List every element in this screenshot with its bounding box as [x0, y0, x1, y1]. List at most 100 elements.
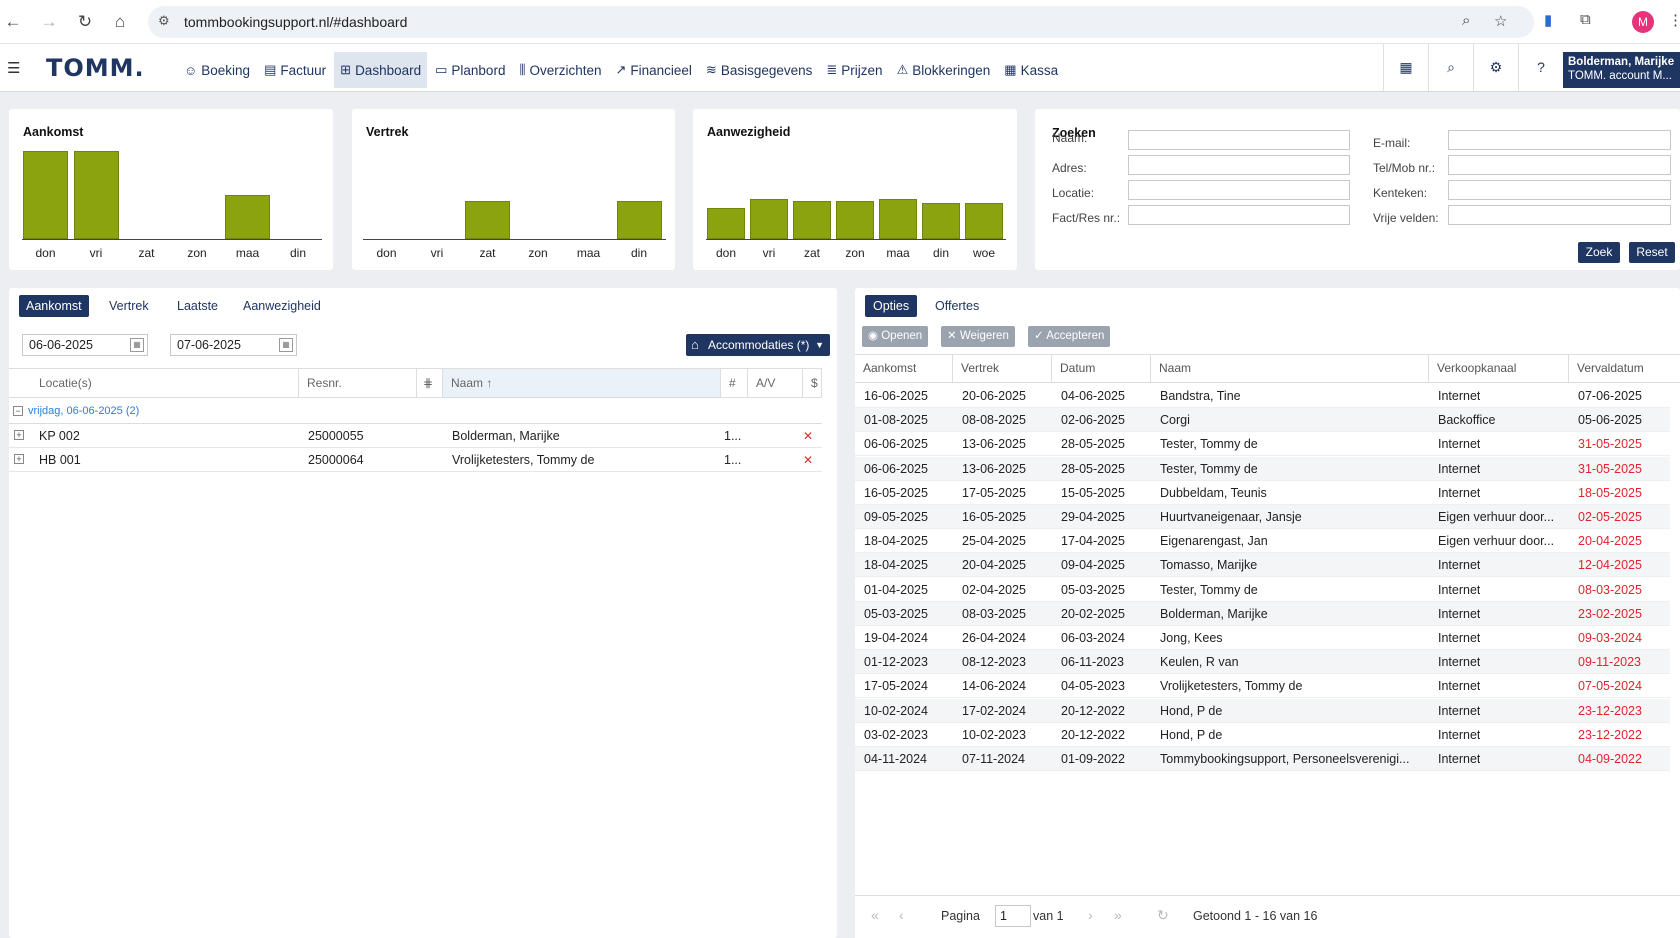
- calendar-picker-icon[interactable]: ▦: [130, 338, 144, 352]
- calendar-tool-icon[interactable]: ▦: [1383, 44, 1428, 91]
- chart-bar-din[interactable]: [922, 203, 960, 239]
- search-tool-icon[interactable]: ⌕: [1428, 44, 1473, 91]
- accept-button[interactable]: ✓ Accepteren: [1028, 326, 1111, 347]
- menu-item-boeking[interactable]: ☺ Boeking: [178, 52, 256, 88]
- table-row[interactable]: 01-12-2023 08-12-2023 06-11-2023 Keulen, R …: [855, 650, 1670, 675]
- column-header[interactable]: Aankomst: [855, 355, 953, 382]
- table-row[interactable]: 06-06-2025 13-06-2025 28-05-2025 Tester, To…: [855, 432, 1670, 457]
- profile-avatar[interactable]: M: [1632, 11, 1654, 33]
- hamburger-menu-icon[interactable]: ☰: [7, 60, 21, 77]
- search-input-factresnr[interactable]: [1128, 205, 1350, 225]
- chart-bar-maa[interactable]: [225, 195, 270, 239]
- expand-icon[interactable]: +: [14, 454, 24, 464]
- table-row[interactable]: 16-05-2025 17-05-2025 15-05-2025 Dubbeldam,…: [855, 481, 1670, 505]
- user-account-box[interactable]: Bolderman, Marijke TOMM. account M...: [1563, 52, 1680, 88]
- column-header[interactable]: Locatie(s): [9, 369, 299, 397]
- reset-button[interactable]: Reset: [1629, 242, 1675, 263]
- column-header[interactable]: Naam: [1151, 355, 1429, 382]
- app-logo[interactable]: TOMM.: [46, 54, 145, 82]
- column-header[interactable]: #: [721, 369, 748, 397]
- calendar-picker-icon[interactable]: ▦: [279, 338, 293, 352]
- tab-laatste[interactable]: Laatste: [177, 299, 219, 313]
- tab-vertrek[interactable]: Vertrek: [109, 299, 149, 313]
- browser-menu-icon[interactable]: ⋮: [1668, 12, 1680, 29]
- column-header[interactable]: Verkoopkanaal: [1429, 355, 1569, 382]
- column-header[interactable]: Naam ↑: [443, 369, 721, 397]
- chart-bar-maa[interactable]: [879, 199, 917, 239]
- chart-bar-zat[interactable]: [465, 201, 510, 239]
- chart-bar-zon[interactable]: [836, 201, 874, 239]
- search-input-adres[interactable]: [1128, 155, 1350, 175]
- date-to-input[interactable]: 07-06-2025 ▦: [170, 334, 297, 356]
- zoom-icon[interactable]: ⌕: [1462, 12, 1471, 29]
- column-header[interactable]: Vertrek: [953, 355, 1052, 382]
- table-row[interactable]: 18-04-2025 25-04-2025 17-04-2025 Eigenareng…: [855, 529, 1670, 554]
- prev-page-icon[interactable]: ‹: [899, 907, 904, 923]
- search-input-naam[interactable]: [1128, 130, 1350, 150]
- refresh-icon[interactable]: ↻: [1157, 907, 1169, 923]
- table-row[interactable]: 18-04-2025 20-04-2025 09-04-2025 Tomasso, M…: [855, 553, 1670, 578]
- extensions-icon[interactable]: ⧉: [1580, 11, 1591, 28]
- tab-aankomst[interactable]: Aankomst: [19, 295, 89, 317]
- delete-icon[interactable]: ✕: [803, 429, 814, 443]
- next-page-icon[interactable]: ›: [1088, 907, 1093, 923]
- column-header[interactable]: ⋕: [417, 369, 443, 397]
- address-bar[interactable]: ⚙ tommbookingsupport.nl/#dashboard ⌕ ☆: [148, 6, 1534, 38]
- chart-bar-don[interactable]: [23, 151, 68, 239]
- table-row[interactable]: 16-06-2025 20-06-2025 04-06-2025 Bandstra, …: [855, 384, 1670, 408]
- table-row[interactable]: 03-02-2023 10-02-2023 20-12-2022 Hond, P de…: [855, 723, 1670, 747]
- reject-button[interactable]: ✕ Weigeren: [941, 326, 1015, 347]
- chart-bar-vri[interactable]: [73, 151, 119, 239]
- last-page-icon[interactable]: »: [1114, 907, 1122, 923]
- menu-item-financieel[interactable]: ↗ Financieel: [609, 52, 697, 88]
- help-icon[interactable]: ?: [1518, 44, 1563, 91]
- column-header[interactable]: Vervaldatum: [1577, 361, 1644, 375]
- tab-opties[interactable]: Opties: [865, 295, 918, 317]
- bookmark-star-icon[interactable]: ☆: [1494, 13, 1508, 30]
- extension-doc-icon[interactable]: ▮: [1544, 12, 1553, 29]
- back-icon[interactable]: ←: [4, 12, 22, 31]
- chart-bar-vri[interactable]: [750, 199, 788, 239]
- table-row[interactable]: 17-05-2024 14-06-2024 04-05-2023 Vrolijkete…: [855, 674, 1670, 699]
- page-number-input[interactable]: 1: [995, 905, 1031, 927]
- table-row[interactable]: 09-05-2025 16-05-2025 29-04-2025 Huurtvanei…: [855, 505, 1670, 529]
- expand-icon[interactable]: +: [14, 430, 24, 440]
- table-row[interactable]: 04-11-2024 07-11-2024 01-09-2022 Tommybooki…: [855, 747, 1670, 771]
- open-button[interactable]: ◉ Openen: [862, 326, 929, 347]
- date-from-input[interactable]: 06-06-2025 ▦: [22, 334, 148, 356]
- search-input-locatie[interactable]: [1128, 180, 1350, 200]
- menu-item-blokkeringen[interactable]: ⚠ Blokkeringen: [891, 52, 997, 88]
- reload-icon[interactable]: ↻: [77, 12, 93, 31]
- search-button[interactable]: Zoek: [1578, 242, 1620, 263]
- home-icon[interactable]: ⌂: [114, 12, 126, 31]
- menu-item-basisgegevens[interactable]: ≋ Basisgegevens: [700, 52, 818, 88]
- menu-item-planbord[interactable]: ▭ Planbord: [429, 52, 511, 88]
- accommodation-filter-button[interactable]: ⌂ Accommodaties (*) ▼: [686, 334, 830, 356]
- chart-bar-don[interactable]: [707, 207, 745, 239]
- menu-item-dashboard[interactable]: ⊞ Dashboard: [334, 52, 428, 88]
- table-row[interactable]: + HB 001 25000064 Vrolijketesters, Tommy de…: [9, 448, 822, 472]
- forward-icon[interactable]: →: [40, 12, 58, 31]
- table-row[interactable]: 10-02-2024 17-02-2024 20-12-2022 Hond, P de…: [855, 698, 1670, 723]
- chart-bar-din[interactable]: [616, 201, 662, 239]
- search-input-vrijevelden[interactable]: [1448, 205, 1671, 225]
- column-header[interactable]: $: [803, 369, 822, 397]
- delete-icon[interactable]: ✕: [803, 453, 814, 467]
- table-row[interactable]: 01-08-2025 08-08-2025 02-06-2025 Corgi Backo…: [855, 408, 1670, 433]
- chart-bar-zat[interactable]: [793, 201, 831, 239]
- first-page-icon[interactable]: «: [871, 907, 879, 923]
- menu-item-prijzen[interactable]: ≣ Prijzen: [820, 52, 888, 88]
- collapse-icon[interactable]: −: [13, 406, 23, 416]
- menu-item-kassa[interactable]: ▦ Kassa: [998, 52, 1064, 88]
- column-header[interactable]: Resnr.: [299, 369, 417, 397]
- table-row[interactable]: 01-04-2025 02-04-2025 05-03-2025 Tester, To…: [855, 578, 1670, 602]
- column-header[interactable]: A/V: [748, 369, 803, 397]
- tab-offertes[interactable]: Offertes: [935, 299, 980, 313]
- column-header[interactable]: Datum: [1052, 355, 1151, 382]
- table-row[interactable]: + KP 002 25000055 Bolderman, Marijke 1... ✕: [9, 424, 822, 448]
- chart-bar-woe[interactable]: [965, 203, 1003, 239]
- settings-gear-icon[interactable]: ⚙: [1473, 44, 1518, 91]
- table-row[interactable]: 05-03-2025 08-03-2025 20-02-2025 Bolderman,…: [855, 601, 1670, 626]
- menu-item-overzichten[interactable]: ⫼ Overzichten: [513, 52, 607, 88]
- table-row[interactable]: 06-06-2025 13-06-2025 28-05-2025 Tester, To…: [855, 456, 1670, 481]
